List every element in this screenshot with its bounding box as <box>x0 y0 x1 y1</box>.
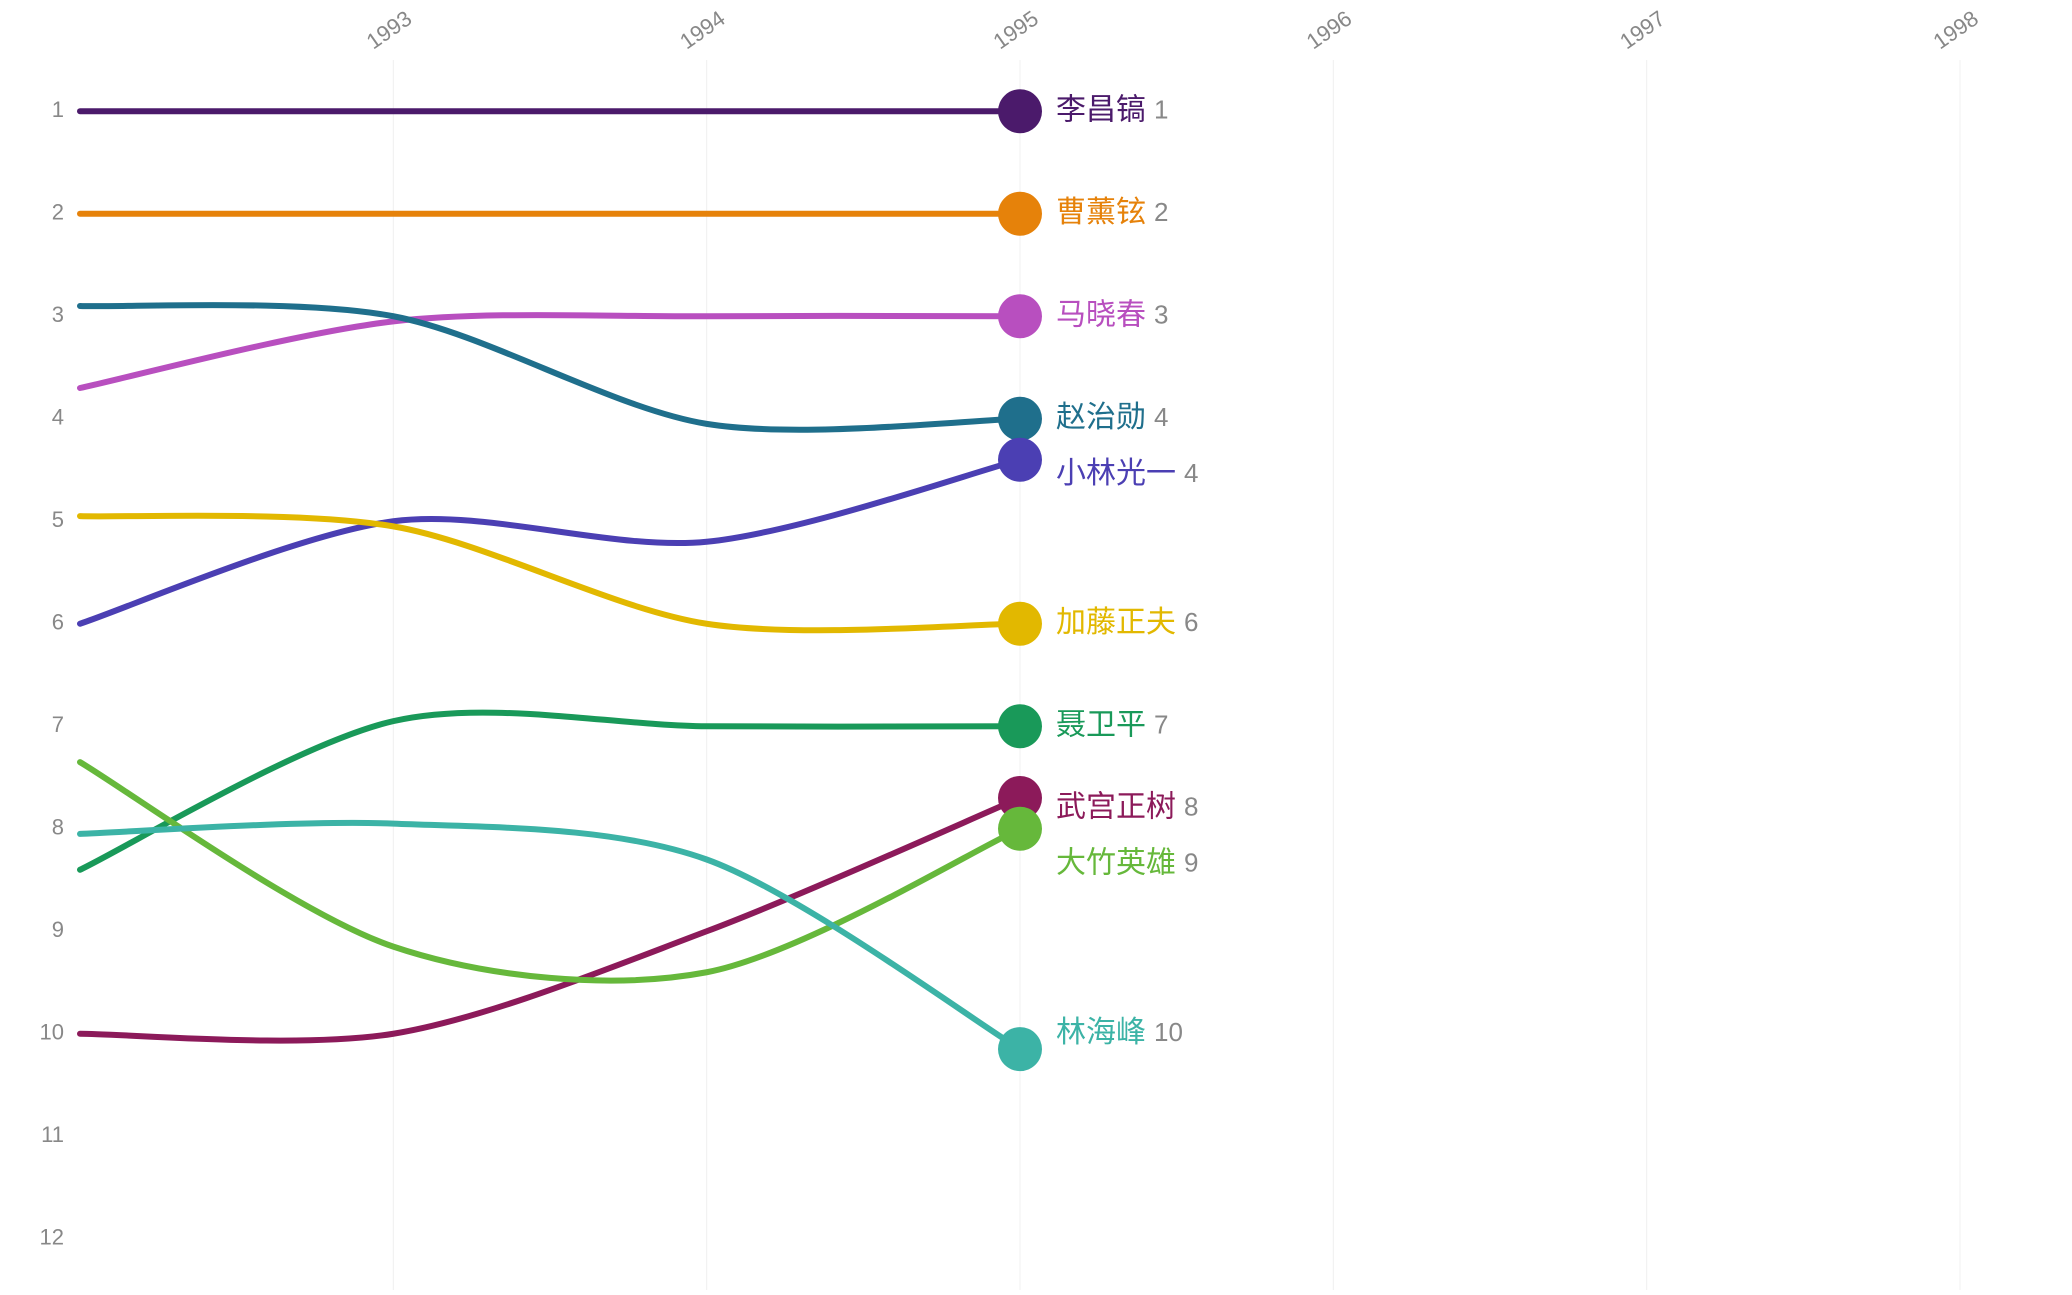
series-label-kobayashi: 小林光一4 <box>1056 457 1198 490</box>
y-axis-label: 4 <box>52 405 64 430</box>
y-axis-label: 12 <box>40 1225 64 1250</box>
x-axis-label: 1996 <box>1302 6 1356 55</box>
series-marker-nie-weiping <box>998 704 1042 748</box>
y-axis-label: 8 <box>52 815 64 840</box>
y-axis-label: 5 <box>52 507 64 532</box>
series-label-rin-kaiho: 林海峰10 <box>1056 1016 1183 1049</box>
series-label-nie-weiping: 聂卫平7 <box>1056 708 1168 741</box>
x-axis-label: 1997 <box>1615 6 1669 55</box>
series-line-nie-weiping <box>80 713 1020 870</box>
series-marker-otake-hideo <box>998 807 1042 851</box>
y-axis-label: 1 <box>52 97 64 122</box>
series-marker-cho-chikun <box>998 397 1042 441</box>
series-marker-rin-kaiho <box>998 1027 1042 1071</box>
series-marker-kato-masao <box>998 602 1042 646</box>
series-label-lee-changho: 李昌镐1 <box>1056 93 1168 126</box>
series-label-cho-hunhyun: 曹薰铉2 <box>1056 196 1168 229</box>
series-line-kobayashi <box>80 460 1020 624</box>
y-axis-label: 10 <box>40 1020 64 1045</box>
x-axis-label: 1998 <box>1928 6 1982 55</box>
series-marker-ma-xiaochun <box>998 294 1042 338</box>
x-axis-label: 1993 <box>362 6 416 55</box>
series-line-cho-chikun <box>80 305 1020 430</box>
series-line-ma-xiaochun <box>80 315 1020 388</box>
y-axis-label: 6 <box>52 610 64 635</box>
bump-chart: 199319941995199619971998123456789101112李… <box>0 0 2072 1295</box>
chart-svg: 199319941995199619971998123456789101112李… <box>0 0 2072 1295</box>
series-marker-kobayashi <box>998 438 1042 482</box>
series-line-takemiya <box>80 798 1020 1041</box>
x-axis-label: 1995 <box>988 6 1042 55</box>
series-label-takemiya: 武宫正树8 <box>1056 790 1198 823</box>
y-axis-label: 2 <box>52 200 64 225</box>
y-axis-label: 3 <box>52 302 64 327</box>
series-label-ma-xiaochun: 马晓春3 <box>1056 298 1168 331</box>
x-axis-label: 1994 <box>675 6 729 55</box>
y-axis-label: 11 <box>41 1122 64 1147</box>
series-marker-cho-hunhyun <box>998 192 1042 236</box>
series-marker-lee-changho <box>998 89 1042 133</box>
y-axis-label: 7 <box>52 712 64 737</box>
series-label-otake-hideo: 大竹英雄9 <box>1056 847 1198 880</box>
series-label-cho-chikun: 赵治勋4 <box>1056 401 1168 434</box>
series-label-kato-masao: 加藤正夫6 <box>1056 606 1198 639</box>
y-axis-label: 9 <box>52 917 64 942</box>
